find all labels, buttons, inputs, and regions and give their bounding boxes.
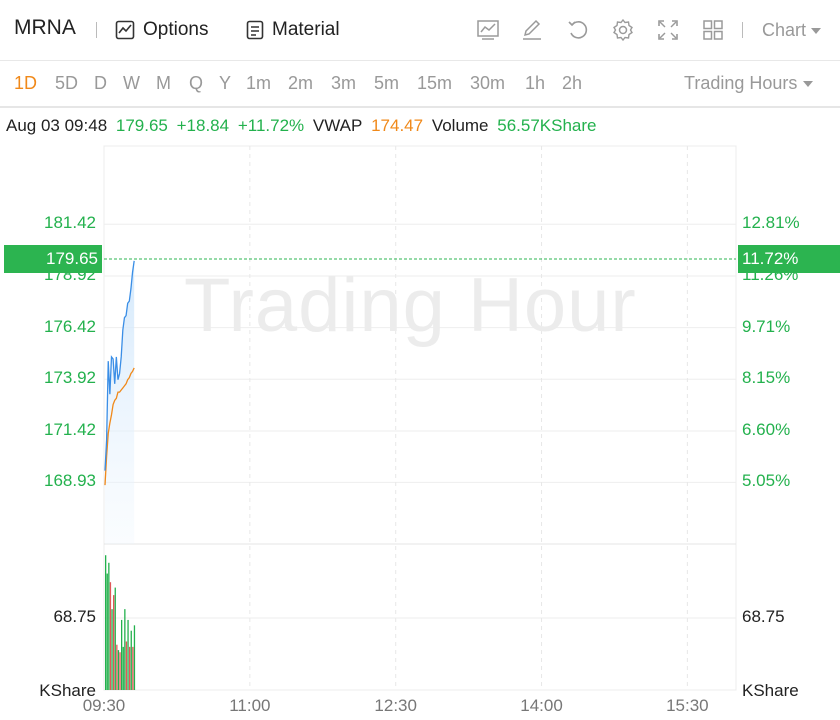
- pct-tick-label: 8.15%: [742, 368, 791, 388]
- options-chart-icon: [115, 20, 135, 40]
- volume-bar: [125, 641, 128, 690]
- volume-bar: [113, 595, 115, 690]
- top-toolbar: MRNA Options Material: [0, 0, 840, 61]
- separator: [742, 22, 743, 38]
- quote-price: 179.65: [115, 116, 168, 135]
- price-tick-label: 168.93: [44, 471, 96, 491]
- period-tab-5m[interactable]: 5m: [374, 73, 400, 93]
- period-tab-1d[interactable]: 1D: [14, 73, 38, 93]
- material-label: Material: [272, 19, 340, 40]
- layout-grid-icon[interactable]: [701, 18, 725, 42]
- volume-tick-label-right: 68.75: [742, 607, 785, 626]
- vwap-label: VWAP: [312, 116, 363, 135]
- volume-unit-label: KShare: [39, 681, 96, 700]
- quote-info-line: Aug 03 09:48 179.65 +18.84 +11.72% VWAP …: [6, 116, 601, 136]
- volume-unit-label-right: KShare: [742, 681, 799, 700]
- volume-bar: [111, 609, 113, 690]
- volume-bar: [116, 644, 118, 690]
- volume-bar: [114, 587, 116, 690]
- volume-bar: [132, 646, 134, 690]
- chevron-down-icon: [811, 27, 822, 34]
- gear-icon[interactable]: [611, 18, 635, 42]
- trading-hours-label: Trading Hours: [684, 73, 798, 93]
- volume-bar: [108, 562, 110, 690]
- series-lines: [104, 260, 135, 486]
- material-button[interactable]: Material: [246, 17, 340, 43]
- price-area-fill: [105, 260, 135, 544]
- chart-type-dropdown[interactable]: Chart: [762, 20, 822, 41]
- document-icon: [246, 20, 264, 40]
- volume-bar: [109, 582, 112, 690]
- volume-bar: [117, 650, 120, 690]
- current-price-badge: 179.65: [4, 245, 102, 273]
- period-tab-5d[interactable]: 5D: [55, 73, 79, 93]
- current-pct-badge: 11.72%: [738, 245, 840, 273]
- volume-bar: [106, 573, 108, 690]
- volume-bar: [124, 609, 126, 690]
- volume-bar: [133, 625, 136, 690]
- volume-tick-label: 68.75: [53, 607, 96, 626]
- price-tick-label: 176.42: [44, 316, 96, 336]
- period-tab-1m[interactable]: 1m: [246, 73, 272, 93]
- price-tick-label: 181.42: [44, 213, 96, 233]
- time-tick-label: 12:30: [374, 696, 417, 715]
- period-tab-30m[interactable]: 30m: [470, 73, 506, 93]
- reset-icon[interactable]: [566, 18, 590, 42]
- pct-tick-label: 6.60%: [742, 419, 791, 439]
- volume-bar: [121, 619, 123, 690]
- fullscreen-icon[interactable]: [656, 18, 680, 42]
- symbol-title: MRNA: [14, 16, 76, 39]
- volume-bars: [105, 555, 136, 690]
- pct-tick-label: 12.81%: [742, 213, 800, 233]
- time-tick-label: 14:00: [520, 696, 563, 715]
- period-tab-m[interactable]: M: [156, 73, 171, 93]
- quote-datetime: Aug 03 09:48: [6, 116, 108, 135]
- chart-type-label: Chart: [762, 20, 807, 40]
- pct-tick-label: 5.05%: [742, 471, 791, 491]
- volume-value: 56.57KShare: [497, 116, 597, 135]
- volume-bar: [129, 646, 131, 690]
- price-tick-label: 173.92: [44, 368, 96, 388]
- period-bar: 1D 5D D W M Q Y 1m 2m 3m 5m 15m 30m 1h 2h Trading Hour…: [0, 60, 840, 108]
- options-label: Options: [143, 19, 209, 40]
- chevron-down-icon: [803, 80, 814, 87]
- separator: [96, 22, 97, 38]
- period-tab-15m[interactable]: 15m: [417, 73, 453, 93]
- time-tick-label: 11:00: [229, 696, 271, 715]
- time-tick-label: 15:30: [666, 696, 709, 715]
- pct-tick-label: 9.71%: [742, 316, 791, 336]
- period-tab-d[interactable]: D: [94, 73, 107, 93]
- plot-frame: [103, 145, 737, 691]
- period-tab-y[interactable]: Y: [219, 73, 232, 93]
- quote-change: +18.84: [176, 116, 230, 135]
- vwap-series-line: [104, 367, 135, 486]
- grid-lines: [104, 146, 736, 690]
- watermark-text: Trading Hour: [184, 263, 637, 348]
- period-tab-3m[interactable]: 3m: [331, 73, 357, 93]
- period-tab-q[interactable]: Q: [189, 73, 204, 93]
- period-tab-1h[interactable]: 1h: [525, 73, 546, 93]
- period-tab-w[interactable]: W: [123, 73, 140, 93]
- quote-change-pct: +11.72%: [237, 116, 305, 135]
- volume-bar: [105, 555, 107, 690]
- volume-bar: [127, 619, 129, 690]
- line-chart-icon[interactable]: [476, 18, 500, 42]
- current-pct-badge-text: 11.72%: [742, 249, 799, 268]
- period-tab-2h[interactable]: 2h: [562, 73, 583, 93]
- period-tab-2m[interactable]: 2m: [288, 73, 314, 93]
- time-tick-label: 09:30: [82, 696, 126, 715]
- price-area: [105, 260, 135, 544]
- volume-bar: [119, 652, 121, 690]
- volume-bar: [122, 646, 124, 690]
- volume-bar: [130, 630, 132, 690]
- trading-hours-dropdown[interactable]: Trading Hours: [684, 73, 814, 94]
- price-tick-label: 171.42: [44, 419, 96, 439]
- current-price-badge-text: 179.65: [46, 249, 98, 268]
- options-button[interactable]: Options: [115, 17, 208, 43]
- vwap-value: 174.47: [371, 116, 424, 135]
- price-series-line: [104, 260, 135, 471]
- volume-label: Volume: [431, 116, 489, 135]
- draw-icon[interactable]: [520, 18, 544, 42]
